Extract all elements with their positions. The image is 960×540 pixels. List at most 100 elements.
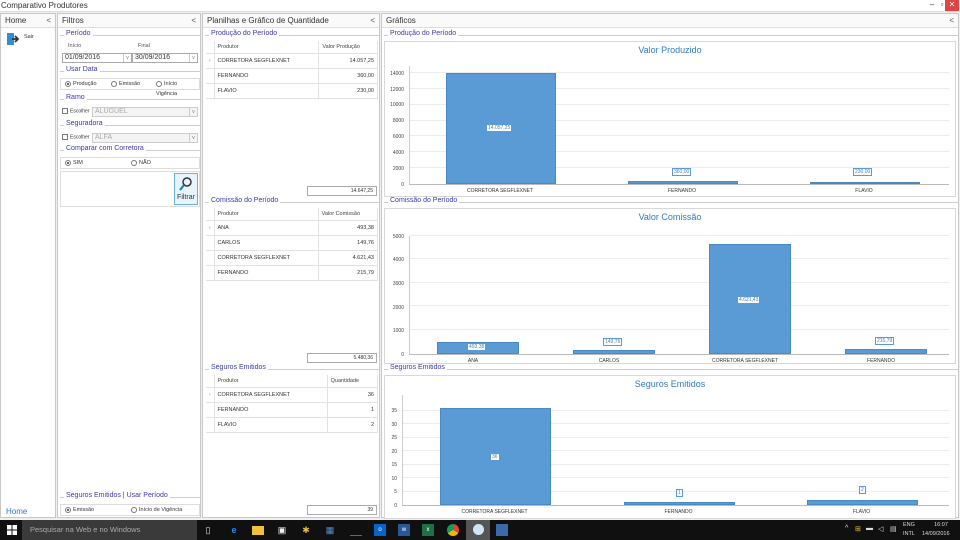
close-button[interactable]: ✕ [945, 0, 959, 11]
y-tick: 12000 [390, 87, 404, 93]
radio-nao[interactable]: NÃO [131, 158, 151, 168]
seguros-grid[interactable]: Produtor Quantidade › CORRETORA SEGFLEXNET… [206, 375, 379, 433]
plot-area: 493,38 149,76 4.621,43 215,79 [409, 235, 949, 355]
chevron-down-icon: v [189, 134, 197, 142]
table-row[interactable]: FLAVIO 230,00 [206, 83, 378, 99]
table-row[interactable]: › CORRETORA SEGFLEXNET 36 [206, 387, 379, 403]
window-titlebar: Comparativo Produtores – ▫ ✕ [0, 0, 960, 12]
network-app-icon[interactable]: ▦ [325, 525, 335, 535]
chrome-icon[interactable] [447, 524, 459, 536]
sair-button[interactable]: Sair [6, 32, 46, 48]
producao-chart: Valor Produzido 14.057,25 360,00 230,00 … [384, 41, 956, 197]
filtrar-button[interactable]: Filtrar [174, 173, 198, 205]
tray-battery-icon[interactable]: ▬ [866, 525, 873, 532]
tray-notifications-icon[interactable]: ▤ [890, 526, 897, 533]
edge-icon[interactable]: e [231, 525, 237, 535]
x-label: FERNANDO [866, 358, 896, 364]
chart-bar[interactable] [845, 348, 927, 354]
y-tick: 0 [401, 182, 404, 188]
excel-icon[interactable]: x [422, 524, 434, 536]
tool-icon[interactable]: ✱ [302, 525, 310, 535]
file-explorer-icon[interactable] [252, 526, 264, 535]
language-layout[interactable]: INTL [903, 531, 915, 537]
table-row[interactable]: CORRETORA SEGFLEXNET 4.621,43 [206, 250, 379, 266]
table-row[interactable]: › CORRETORA SEGFLEXNET 14.057,25 [206, 53, 378, 69]
y-tick: 8000 [392, 118, 404, 124]
radio-sim[interactable]: SIM [65, 158, 83, 168]
chart-bar[interactable] [573, 350, 655, 354]
producao-chart-group: Produção do Período Valor Produzido 14.0… [384, 30, 958, 197]
table-row[interactable]: FERNANDO 215,79 [206, 265, 379, 281]
bar-label: 493,38 [467, 343, 487, 351]
plot-area: 14.057,25 360,00 230,00 [409, 66, 949, 185]
filters-header: Filtros < [58, 14, 200, 28]
chart-bar[interactable] [624, 502, 735, 505]
exit-icon [7, 33, 20, 45]
collapse-charts-button[interactable]: < [949, 16, 954, 25]
table-row[interactable]: FERNANDO 360,00 [206, 68, 378, 84]
active-app-icon[interactable] [466, 520, 490, 540]
inicio-value: 01/09/2016 [65, 54, 101, 61]
table-row[interactable]: CARLOS 149,76 [206, 235, 379, 251]
final-date-input[interactable]: 30/09/2016 v [132, 53, 198, 63]
tray-network-icon[interactable]: ⊞ [855, 526, 861, 533]
seguros-chart: Seguros Emitidos 36 1 2 0 5 10 15 20 25 … [384, 375, 956, 519]
taskbar: Pesquisar na Web e no Windows ▯ e ▣ ✱ ▦ … [0, 520, 960, 540]
bar-label: 2 [859, 486, 866, 494]
producao-grid[interactable]: Produtor Valor Produção › CORRETORA SEGFLE… [206, 41, 378, 99]
inicio-date-input[interactable]: 01/09/2016 v [62, 53, 132, 63]
radio-emissao-seguros[interactable]: Emissão [65, 505, 94, 515]
chart-bar[interactable] [810, 182, 920, 184]
plot-area: 36 1 2 [402, 395, 949, 506]
clock-time[interactable]: 16:07 [934, 522, 948, 528]
collapse-home-button[interactable]: < [46, 16, 51, 25]
charts-header: Gráficos < [382, 14, 958, 28]
collapse-filters-button[interactable]: < [191, 16, 196, 25]
comissao-chart-label: Comissão do Período [388, 197, 460, 204]
radio-producao[interactable]: Produção [65, 79, 97, 89]
comissao-grid[interactable]: Produtor Valor Comissão › ANA 493,38 CARLOS… [206, 208, 379, 281]
tray-chevron-icon[interactable]: ^ [845, 525, 849, 532]
y-tick: 5000 [392, 234, 404, 240]
ramo-checkbox[interactable]: Escolher [62, 108, 89, 114]
chart-bar[interactable] [807, 499, 918, 505]
comparar-label: Comparar com Corretora [64, 145, 146, 152]
app-icon[interactable] [496, 524, 508, 536]
chevron-down-icon[interactable]: v [123, 54, 131, 62]
language-indicator[interactable]: ENG [903, 522, 915, 528]
collapse-sheets-button[interactable]: < [370, 16, 375, 25]
sheets-header: Planilhas e Gráfico de Quantidade < [203, 14, 379, 28]
clock-date[interactable]: 14/09/2016 [922, 531, 950, 537]
ramo-select[interactable]: ALUGUEL v [92, 107, 198, 117]
table-row[interactable]: FLAVIO 2 [206, 417, 379, 433]
seguradora-checkbox[interactable]: Escolher [62, 134, 89, 140]
outlook-icon[interactable]: o [374, 524, 386, 536]
x-label: ANA [467, 358, 479, 364]
minimize-button[interactable]: – [929, 0, 935, 9]
table-row[interactable]: › ANA 493,38 [206, 220, 379, 236]
taskbar-search-input[interactable]: Pesquisar na Web e no Windows [22, 520, 197, 540]
seguradora-select[interactable]: ALFA v [92, 133, 198, 143]
blank-app-icon[interactable] [350, 524, 362, 536]
x-label: FERNANDO [664, 509, 693, 515]
chevron-down-icon: v [189, 108, 197, 116]
y-tick: 2000 [392, 305, 404, 311]
chart-bar[interactable] [628, 181, 738, 184]
y-tick: 0 [401, 352, 404, 358]
windows-start-icon[interactable] [7, 525, 17, 535]
radio-inicio-vigencia[interactable]: Início Vigência [156, 80, 178, 97]
radio-inicio-vigencia-seguros[interactable]: Início de Vigência [131, 505, 182, 515]
y-tick: 10 [391, 476, 397, 482]
home-footer-label[interactable]: Home [6, 507, 28, 516]
seguradora-label: Seguradora [64, 120, 105, 127]
radio-emissao[interactable]: Emissão [111, 79, 140, 89]
task-view-icon[interactable]: ▯ [205, 525, 211, 535]
tray-volume-icon[interactable]: ◁ [878, 526, 884, 533]
store-icon[interactable]: ▣ [277, 525, 287, 535]
word-icon[interactable]: w [398, 524, 410, 536]
chevron-down-icon[interactable]: v [189, 54, 197, 62]
restore-button[interactable]: ▫ [940, 0, 944, 9]
table-row[interactable]: FERNANDO 1 [206, 402, 379, 418]
bar-label: 360,00 [672, 168, 692, 176]
bar-label: 4.621,43 [737, 296, 761, 304]
